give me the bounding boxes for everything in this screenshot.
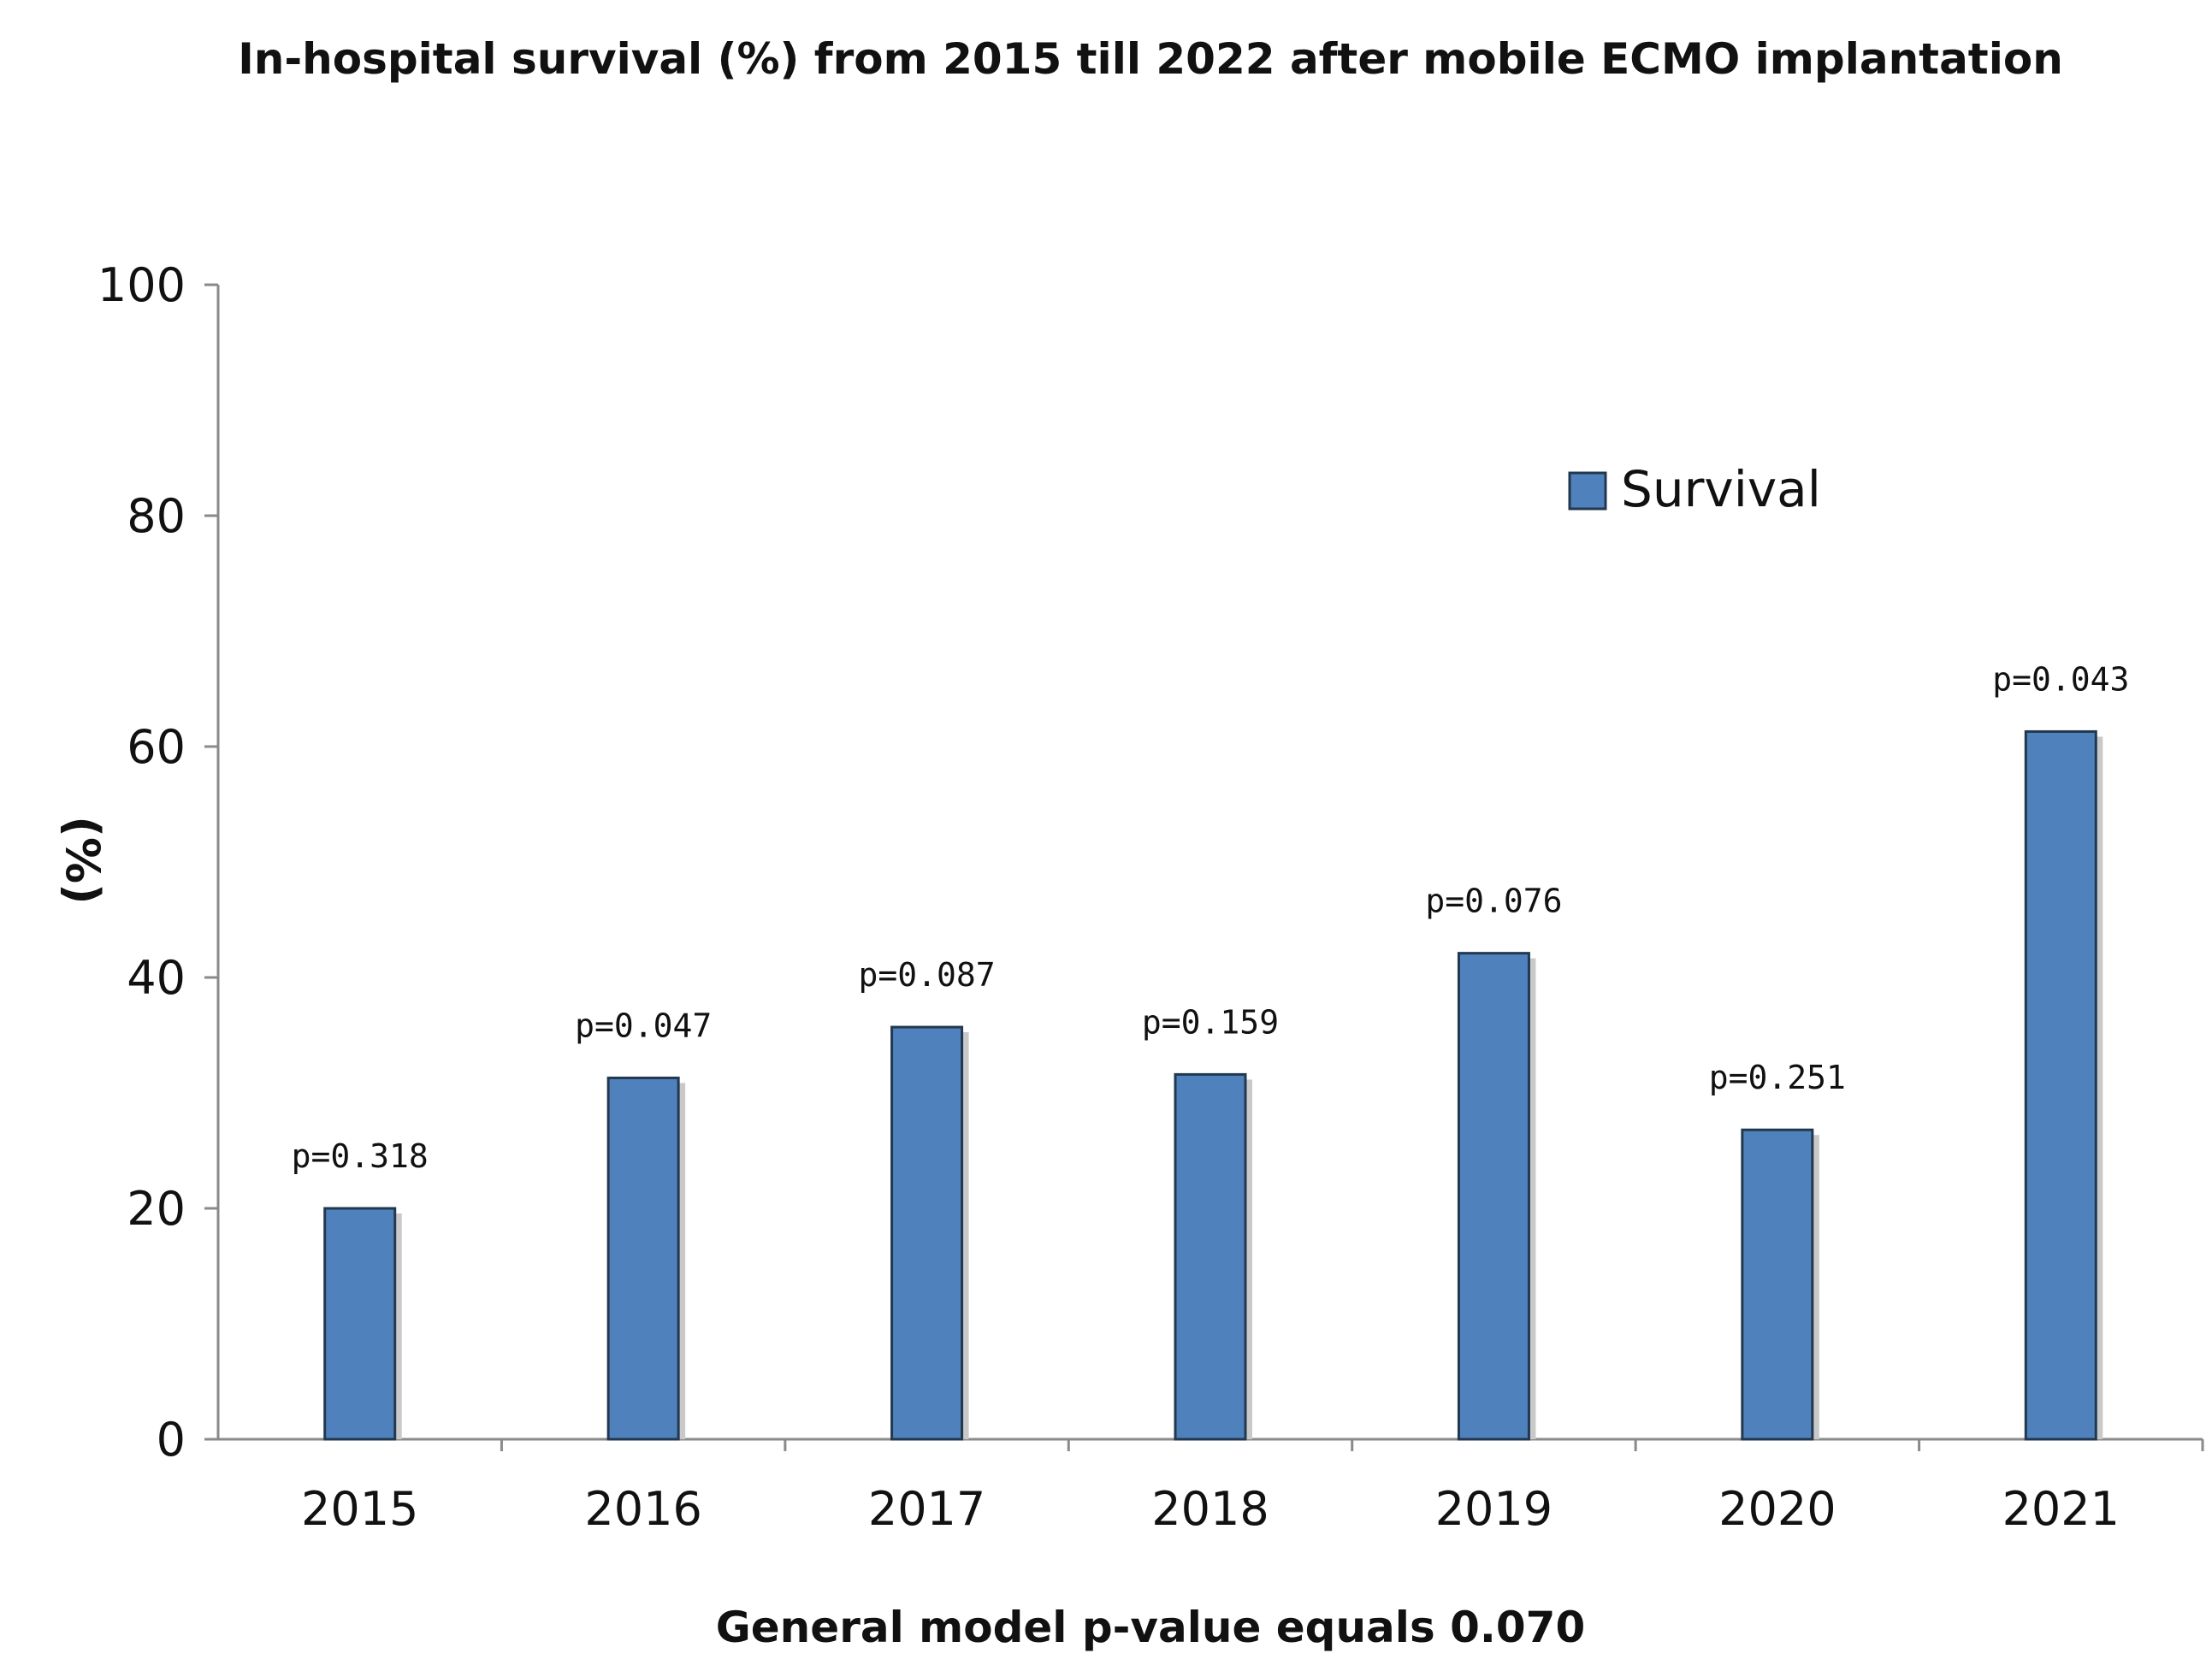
x-tick-label-2020: 2020	[1718, 1482, 1836, 1536]
x-tick-label-2019: 2019	[1435, 1482, 1553, 1536]
y-tick-label: 60	[127, 720, 186, 774]
x-tick-label-2016: 2016	[584, 1482, 701, 1536]
data-label-2018: p=0.159	[1142, 1003, 1279, 1041]
y-tick-label: 0	[157, 1413, 186, 1467]
legend-label: Survival	[1621, 460, 1821, 518]
y-axis: 0 20 40 60 80 100	[98, 258, 220, 1467]
bar-2017	[890, 1025, 964, 1441]
bar-2016	[606, 1076, 680, 1441]
y-tick-label: 40	[127, 951, 186, 1005]
x-tick-label-2021: 2021	[2002, 1482, 2120, 1536]
x-axis: 2015 2016 2017 2018 2019 2020 2021	[204, 1438, 2204, 1536]
bar-series	[323, 729, 2103, 1441]
data-labels: p=0.318 p=0.047 p=0.087 p=0.159 p=0.076 p=0.2…	[292, 660, 2130, 1175]
data-label-2017: p=0.087	[858, 956, 995, 994]
data-label-2015: p=0.318	[292, 1137, 429, 1175]
bar-2019	[1457, 952, 1530, 1441]
legend: Survival	[1568, 460, 1821, 518]
x-axis-label: General model p-value equals 0.070	[716, 1603, 1586, 1652]
data-label-2020: p=0.251	[1709, 1059, 1846, 1096]
y-axis-label: (%)	[56, 816, 109, 904]
data-label-2016: p=0.047	[575, 1007, 712, 1044]
x-tick-label-2017: 2017	[868, 1482, 985, 1536]
legend-swatch	[1568, 471, 1607, 511]
chart-title: In-hospital survival (%) from 2015 till …	[238, 34, 2063, 84]
y-tick-label: 80	[127, 489, 186, 543]
x-tick-label-2018: 2018	[1151, 1482, 1269, 1536]
data-label-2019: p=0.076	[1425, 883, 1562, 920]
bar-2018	[1174, 1072, 1247, 1441]
bar-2015	[323, 1207, 397, 1441]
y-tick-label: 100	[98, 258, 186, 312]
x-tick-label-2015: 2015	[301, 1482, 418, 1536]
y-tick-label: 20	[127, 1182, 186, 1236]
bar-2020	[1741, 1128, 1814, 1441]
bar-2021	[2024, 729, 2097, 1441]
data-label-2021: p=0.043	[1992, 660, 2129, 698]
